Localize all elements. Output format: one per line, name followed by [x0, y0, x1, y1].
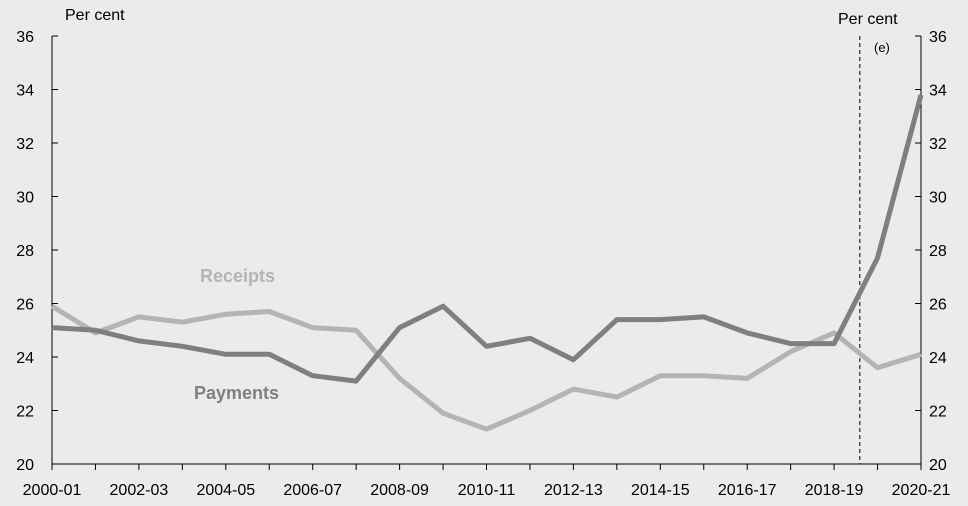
x-tick-label: 2010-11: [458, 482, 516, 499]
x-tick-label: 2018-19: [805, 482, 864, 499]
left-axis-unit: Per cent: [65, 7, 125, 24]
x-tick-label: 2006-07: [283, 482, 342, 499]
x-tick-label: 2016-17: [718, 482, 777, 499]
left-y-tick-label: 30: [16, 190, 34, 207]
right-y-tick-label: 28: [929, 243, 947, 260]
right-y-tick-label: 30: [929, 190, 947, 207]
left-y-tick-label: 36: [16, 29, 34, 46]
estimate-marker: (e): [874, 40, 890, 55]
x-tick-label: 2014-15: [631, 482, 690, 499]
right-y-tick-label: 24: [929, 350, 947, 367]
x-tick-label: 2020-21: [892, 482, 951, 499]
series-lines: [50, 94, 924, 432]
right-y-tick-label: 36: [929, 29, 947, 46]
left-y-tick-label: 34: [16, 83, 34, 100]
receipts-series-label: Receipts: [200, 266, 275, 286]
right-y-tick-label: 34: [929, 83, 947, 100]
left-y-tick-label: 28: [16, 243, 34, 260]
x-tick-label: 2002-03: [110, 482, 169, 499]
x-tick-label: 2000-01: [23, 482, 82, 499]
right-y-tick-label: 22: [929, 404, 947, 421]
left-y-tick-label: 32: [16, 136, 34, 153]
right-y-tick-label: 20: [929, 457, 947, 474]
left-y-tick-label: 22: [16, 404, 34, 421]
right-axis-unit: Per cent: [838, 11, 898, 28]
left-y-tick-label: 26: [16, 297, 34, 314]
payments-series-label: Payments: [194, 383, 279, 403]
right-y-tick-label: 26: [929, 297, 947, 314]
left-y-tick-label: 24: [16, 350, 34, 367]
x-tick-label: 2004-05: [196, 482, 255, 499]
left-y-tick-label: 20: [16, 457, 34, 474]
right-y-tick-label: 32: [929, 136, 947, 153]
x-tick-label: 2012-13: [544, 482, 603, 499]
x-tick-label: 2008-09: [370, 482, 429, 499]
axes: 20 20 22 22 24 24 26 26 28 28 30 30 32 32 34 34 36 36 2000…: [16, 29, 950, 499]
